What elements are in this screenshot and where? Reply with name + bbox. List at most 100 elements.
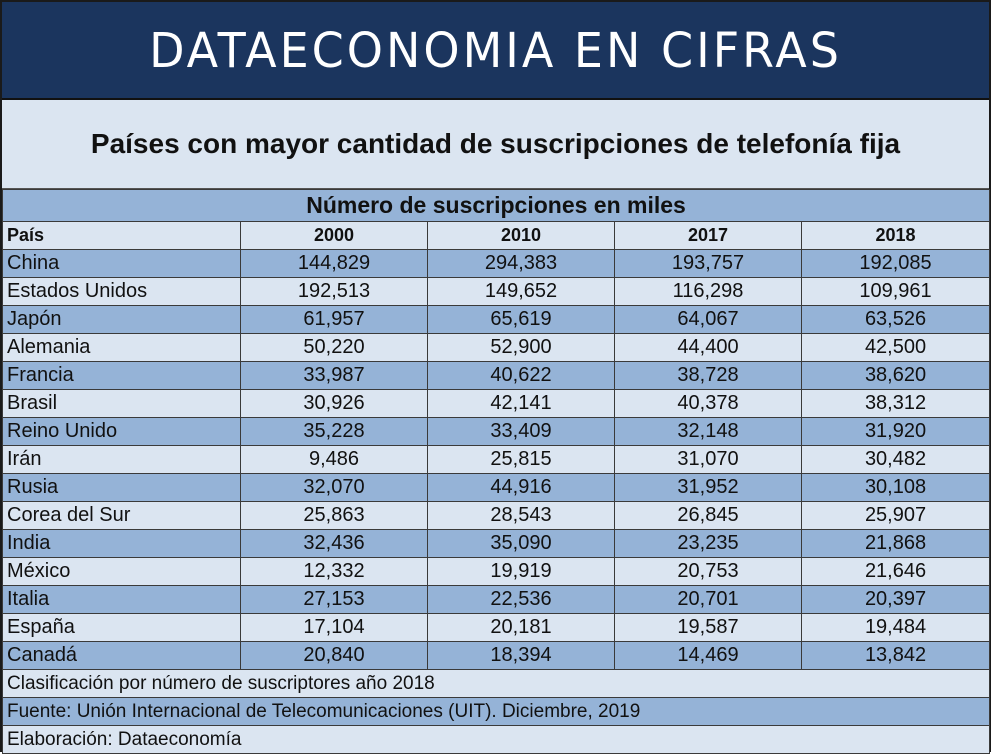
country-cell: Brasil xyxy=(2,389,241,418)
value-cell: 38,312 xyxy=(800,389,991,418)
value-cell: 32,070 xyxy=(240,473,428,502)
value-cell: 64,067 xyxy=(614,305,802,334)
table-row: China 144,829 294,383 193,757 192,085 xyxy=(2,249,991,278)
value-cell: 21,646 xyxy=(800,557,991,586)
value-cell: 44,916 xyxy=(427,473,615,502)
header-country: País xyxy=(2,221,241,250)
country-cell: Francia xyxy=(2,361,241,390)
value-cell: 9,486 xyxy=(240,445,428,474)
value-cell: 44,400 xyxy=(614,333,802,362)
country-cell: Estados Unidos xyxy=(2,277,241,306)
value-cell: 27,153 xyxy=(240,585,428,614)
value-cell: 149,652 xyxy=(427,277,615,306)
value-cell: 35,228 xyxy=(240,417,428,446)
footnote: Fuente: Unión Internacional de Telecomun… xyxy=(1,697,991,726)
header-year-2000: 2000 xyxy=(240,221,428,250)
table-row: Reino Unido 35,228 33,409 32,148 31,920 xyxy=(2,417,991,446)
table-row: México 12,332 19,919 20,753 21,646 xyxy=(2,557,991,586)
value-cell: 30,926 xyxy=(240,389,428,418)
data-table: Número de suscripciones en miles País 20… xyxy=(1,189,991,754)
value-cell: 192,513 xyxy=(240,277,428,306)
footnote: Elaboración: Dataeconomía xyxy=(1,725,991,754)
table-row: Corea del Sur 25,863 28,543 26,845 25,907 xyxy=(2,501,991,530)
value-cell: 13,842 xyxy=(800,641,991,670)
table-row: España 17,104 20,181 19,587 19,484 xyxy=(2,613,991,642)
value-cell: 40,378 xyxy=(614,389,802,418)
table-row: Canadá 20,840 18,394 14,469 13,842 xyxy=(2,641,991,670)
value-cell: 23,235 xyxy=(614,529,802,558)
country-cell: Japón xyxy=(2,305,241,334)
page-title: Países con mayor cantidad de suscripcion… xyxy=(90,128,901,159)
value-cell: 28,543 xyxy=(427,501,615,530)
value-cell: 20,701 xyxy=(614,585,802,614)
value-cell: 31,920 xyxy=(800,417,991,446)
value-cell: 30,108 xyxy=(800,473,991,502)
table-row: Alemania 50,220 52,900 44,400 42,500 xyxy=(2,333,991,362)
country-cell: Reino Unido xyxy=(2,417,241,446)
table-header-row: País 2000 2010 2017 2018 xyxy=(2,221,991,250)
value-cell: 50,220 xyxy=(240,333,428,362)
value-cell: 21,868 xyxy=(800,529,991,558)
table-row: Italia 27,153 22,536 20,701 20,397 xyxy=(2,585,991,614)
country-cell: China xyxy=(2,249,241,278)
value-cell: 35,090 xyxy=(427,529,615,558)
header-year-2017: 2017 xyxy=(614,221,802,250)
value-cell: 42,500 xyxy=(800,333,991,362)
value-cell: 12,332 xyxy=(240,557,428,586)
table-row: Rusia 32,070 44,916 31,952 30,108 xyxy=(2,473,991,502)
value-cell: 193,757 xyxy=(614,249,802,278)
footnote-row: Fuente: Unión Internacional de Telecomun… xyxy=(1,697,991,726)
value-cell: 32,436 xyxy=(240,529,428,558)
value-cell: 20,397 xyxy=(800,585,991,614)
country-cell: España xyxy=(2,613,241,642)
value-cell: 65,619 xyxy=(427,305,615,334)
value-cell: 38,620 xyxy=(800,361,991,390)
table-row: Estados Unidos 192,513 149,652 116,298 109,9… xyxy=(2,277,991,306)
value-cell: 20,181 xyxy=(427,613,615,642)
value-cell: 116,298 xyxy=(614,277,802,306)
value-cell: 25,815 xyxy=(427,445,615,474)
table-row: Japón 61,957 65,619 64,067 63,526 xyxy=(2,305,991,334)
value-cell: 109,961 xyxy=(800,277,991,306)
country-cell: México xyxy=(2,557,241,586)
value-cell: 26,845 xyxy=(614,501,802,530)
country-cell: Italia xyxy=(2,585,241,614)
value-cell: 52,900 xyxy=(427,333,615,362)
value-cell: 19,919 xyxy=(427,557,615,586)
country-cell: Irán xyxy=(2,445,241,474)
value-cell: 192,085 xyxy=(800,249,991,278)
value-cell: 40,622 xyxy=(427,361,615,390)
subtitle-bar: Países con mayor cantidad de suscripcion… xyxy=(2,100,989,189)
value-cell: 144,829 xyxy=(240,249,428,278)
country-cell: Alemania xyxy=(2,333,241,362)
banner: DATAECONOMIA EN CIFRAS xyxy=(2,2,989,100)
banner-title: DATAECONOMIA EN CIFRAS xyxy=(149,21,842,79)
value-cell: 25,863 xyxy=(240,501,428,530)
header-year-2010: 2010 xyxy=(427,221,615,250)
value-cell: 33,409 xyxy=(427,417,615,446)
value-cell: 30,482 xyxy=(800,445,991,474)
footnote-row: Clasificación por número de suscriptores… xyxy=(1,669,991,698)
value-cell: 17,104 xyxy=(240,613,428,642)
country-cell: Corea del Sur xyxy=(2,501,241,530)
table-row: Francia 33,987 40,622 38,728 38,620 xyxy=(2,361,991,390)
value-cell: 25,907 xyxy=(800,501,991,530)
value-cell: 61,957 xyxy=(240,305,428,334)
value-cell: 31,952 xyxy=(614,473,802,502)
value-cell: 22,536 xyxy=(427,585,615,614)
country-cell: Canadá xyxy=(2,641,241,670)
table-row: Brasil 30,926 42,141 40,378 38,312 xyxy=(2,389,991,418)
header-year-2018: 2018 xyxy=(800,221,991,250)
value-cell: 20,840 xyxy=(240,641,428,670)
country-cell: Rusia xyxy=(2,473,241,502)
value-cell: 18,394 xyxy=(427,641,615,670)
footnote-row: Elaboración: Dataeconomía xyxy=(1,725,991,754)
value-cell: 19,484 xyxy=(800,613,991,642)
value-cell: 19,587 xyxy=(614,613,802,642)
value-cell: 42,141 xyxy=(427,389,615,418)
value-cell: 294,383 xyxy=(427,249,615,278)
country-cell: India xyxy=(2,529,241,558)
value-cell: 32,148 xyxy=(614,417,802,446)
table-row: India 32,436 35,090 23,235 21,868 xyxy=(2,529,991,558)
